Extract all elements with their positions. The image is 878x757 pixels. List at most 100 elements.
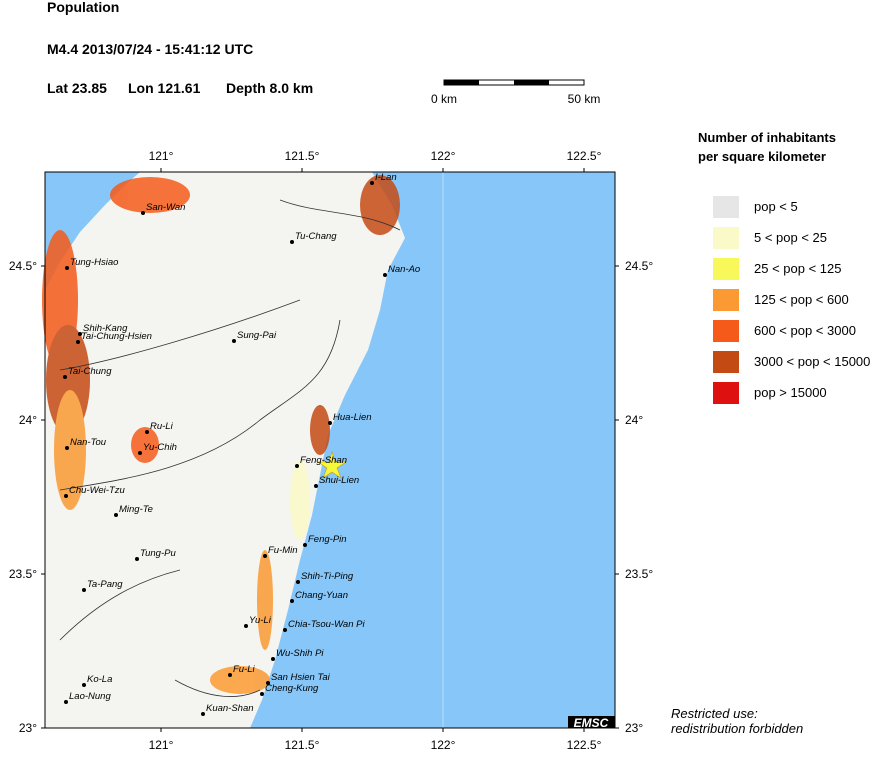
place-label: Feng-Shan — [300, 455, 347, 466]
place-dot — [64, 494, 68, 498]
title: Population — [47, 0, 119, 15]
x-tick-label: 122.5° — [567, 738, 602, 752]
place-label: Shih-Ti-Ping — [301, 571, 354, 582]
y-tick-label: 24.5° — [625, 259, 653, 273]
footer: redistribution forbidden — [671, 721, 803, 736]
place-label: Yu-Li — [249, 615, 272, 626]
place-dot — [303, 543, 307, 547]
legend-label: pop < 5 — [754, 199, 798, 214]
lat: Lat 23.85 — [47, 80, 107, 96]
place-dot — [82, 683, 86, 687]
legend-swatch — [713, 351, 739, 373]
legend-title: per square kilometer — [698, 149, 826, 164]
place-dot — [263, 554, 267, 558]
x-tick-label: 121° — [149, 149, 174, 163]
place-label: Nan-Tou — [70, 437, 107, 448]
place-dot — [228, 673, 232, 677]
place-label: Chu-Wei-Tzu — [69, 485, 125, 496]
legend-swatch — [713, 227, 739, 249]
place-label: Tai-Chung-Hsien — [81, 331, 152, 342]
place-label: Shui-Lien — [319, 475, 359, 486]
place-label: Lao-Nung — [69, 691, 111, 702]
place-label: Shih-Kang — [83, 323, 128, 334]
x-tick-label: 122° — [431, 149, 456, 163]
legend-swatch — [713, 289, 739, 311]
place-dot — [141, 211, 145, 215]
place-label: Tung-Hsiao — [70, 257, 118, 268]
place-label: Tung-Pu — [140, 548, 176, 559]
legend-swatch — [713, 320, 739, 342]
place-label: Ko-La — [87, 674, 112, 685]
footer: Restricted use: — [671, 706, 758, 721]
y-tick-label: 23° — [625, 721, 643, 735]
y-tick-label: 23.5° — [9, 567, 37, 581]
logo: EMSC — [574, 716, 609, 730]
place-label: Sung-Pai — [237, 330, 277, 341]
place-label: Hua-Lien — [333, 412, 372, 423]
legend-label: pop > 15000 — [754, 385, 827, 400]
place-label: Tu-Chang — [295, 231, 337, 242]
place-dot — [290, 240, 294, 244]
place-dot — [64, 700, 68, 704]
place-dot — [244, 624, 248, 628]
place-dot — [296, 580, 300, 584]
place-dot — [314, 484, 318, 488]
place-dot — [232, 339, 236, 343]
place-dot — [135, 557, 139, 561]
event: M4.4 2013/07/24 - 15:41:12 UTC — [47, 41, 253, 57]
x-tick-label: 121.5° — [285, 738, 320, 752]
place-dot — [78, 332, 82, 336]
scale-end: 50 km — [568, 92, 601, 106]
place-label: Feng-Pin — [308, 534, 347, 545]
place-dot — [138, 451, 142, 455]
legend-label: 5 < pop < 25 — [754, 230, 827, 245]
place-dot — [383, 273, 387, 277]
place-dot — [82, 588, 86, 592]
y-tick-label: 24.5° — [9, 259, 37, 273]
legend-swatch — [713, 258, 739, 280]
depth: Depth 8.0 km — [226, 80, 313, 96]
place-dot — [295, 464, 299, 468]
map — [42, 171, 616, 729]
x-tick-label: 122° — [431, 738, 456, 752]
place-dot — [65, 446, 69, 450]
place-label: Cheng-Kung — [265, 683, 319, 694]
legend-swatch — [713, 196, 739, 218]
place-label: Chia-Tsou-Wan Pi — [288, 619, 365, 630]
legend-swatch — [713, 382, 739, 404]
place-label: San Hsien Tai — [271, 672, 331, 683]
y-tick-label: 23° — [19, 721, 37, 735]
place-dot — [370, 181, 374, 185]
place-label: Kuan-Shan — [206, 703, 254, 714]
place-dot — [271, 657, 275, 661]
x-tick-label: 121° — [149, 738, 174, 752]
place-label: Yu-Chih — [143, 442, 177, 453]
place-label: I-Lan — [375, 172, 397, 183]
place-dot — [290, 599, 294, 603]
lon: Lon 121.61 — [128, 80, 201, 96]
place-label: Ta-Pang — [87, 579, 123, 590]
legend-label: 3000 < pop < 15000 — [754, 354, 870, 369]
place-label: Fu-Li — [233, 664, 256, 675]
place-dot — [201, 712, 205, 716]
place-label: Ru-Li — [150, 421, 174, 432]
legend-label: 25 < pop < 125 — [754, 261, 841, 276]
place-label: Wu-Shih Pi — [276, 648, 324, 659]
place-dot — [76, 340, 80, 344]
y-tick-label: 24° — [19, 413, 37, 427]
place-dot — [266, 681, 270, 685]
legend-label: 125 < pop < 600 — [754, 292, 849, 307]
place-dot — [63, 375, 67, 379]
place-label: Ming-Te — [119, 504, 153, 515]
legend-label: 600 < pop < 3000 — [754, 323, 856, 338]
place-dot — [260, 692, 264, 696]
place-label: Nan-Ao — [388, 264, 420, 275]
scale-bar — [443, 79, 585, 86]
place-label: Chang-Yuan — [295, 590, 348, 601]
x-tick-label: 121.5° — [285, 149, 320, 163]
place-label: Fu-Min — [268, 545, 298, 556]
y-tick-label: 24° — [625, 413, 643, 427]
place-dot — [328, 421, 332, 425]
place-label: San-Wan — [146, 202, 185, 213]
